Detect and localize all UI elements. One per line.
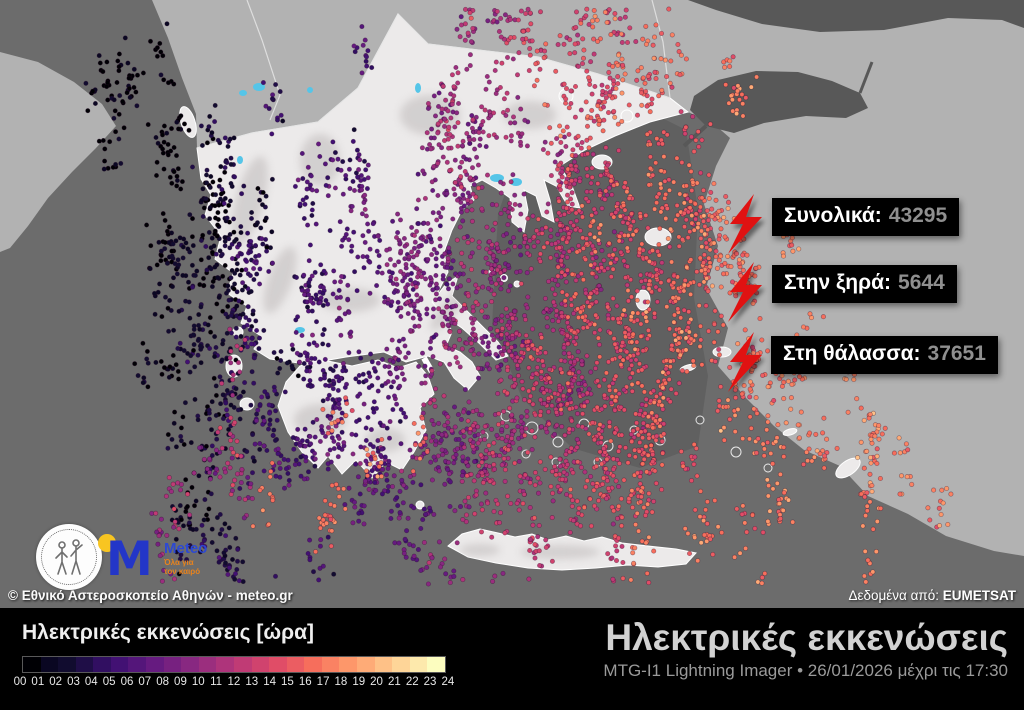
hour-tick-labels: 00 01 02 03 04 05 06 07 08 09 10 11 12 13 14 15 16 17 18 19…	[13, 676, 455, 688]
map-canvas	[0, 0, 1024, 608]
colorbar-segment	[93, 657, 111, 672]
colorbar-segment	[233, 657, 252, 672]
black-sea	[688, 0, 1024, 32]
stat-total: Συνολικά: 43295	[772, 198, 960, 236]
hour-colorbar	[22, 656, 446, 673]
noa-logo	[36, 524, 102, 590]
meteo-tagline: Όλα για τον καιρό	[164, 558, 201, 576]
hour-tick: 04	[84, 676, 98, 688]
hour-tick: 10	[191, 676, 205, 688]
colorbar-segment	[356, 657, 375, 672]
data-source-label: Δεδομένα από:	[848, 588, 939, 603]
colorbar-segment	[58, 657, 76, 672]
colorbar-segment	[374, 657, 393, 672]
hour-tick: 16	[298, 676, 312, 688]
hour-tick: 19	[352, 676, 366, 688]
hour-tick: 03	[67, 676, 80, 688]
hour-tick: 00	[13, 676, 27, 688]
hour-tick: 11	[210, 676, 223, 688]
colorbar-segment	[427, 657, 445, 672]
stat-total-label: Συνολικά:	[784, 204, 882, 227]
hour-tick: 15	[281, 676, 294, 688]
hour-tick: 13	[245, 676, 259, 688]
hour-tick: 02	[49, 676, 63, 688]
hour-tick: 17	[316, 676, 330, 688]
colorbar-segment	[23, 657, 41, 672]
lightning-bolt-icon	[728, 262, 762, 322]
dardanelles-strait	[682, 124, 708, 148]
hour-tick: 18	[334, 676, 348, 688]
noa-seal-figures-icon	[55, 539, 83, 575]
meteo-sun-icon	[98, 534, 116, 552]
hour-tick: 09	[174, 676, 187, 688]
hour-tick: 12	[227, 676, 241, 688]
colorbar-segment	[392, 657, 410, 672]
footer-bar: Ηλεκτρικές εκκενώσεις [ώρα] 00 01 02 03 04 05…	[0, 608, 1024, 710]
hour-tick: 23	[423, 676, 437, 688]
hour-tick: 05	[102, 676, 116, 688]
colorbar-segment	[181, 657, 199, 672]
stat-land-value: 5644	[898, 271, 945, 294]
colorbar-segment	[409, 657, 428, 672]
colorbar-segment	[321, 657, 340, 672]
hour-tick: 06	[120, 676, 134, 688]
lakes	[237, 83, 522, 333]
bosphorus-strait	[858, 61, 874, 94]
italy-land	[0, 52, 116, 252]
colorbar-segment	[216, 657, 234, 672]
colorbar-segment	[269, 657, 287, 672]
colorbar-segment	[128, 657, 147, 672]
data-source-value: EUMETSAT	[942, 588, 1016, 603]
lightning-dots-layer	[83, 6, 954, 587]
noa-seal-ring	[41, 529, 97, 585]
hour-tick: 22	[405, 676, 419, 688]
lightning-bolt-icon	[728, 194, 762, 254]
colorbar-segment	[198, 657, 217, 672]
meteo-m-icon: M	[106, 532, 153, 587]
lightning-bolt-icon	[728, 332, 762, 392]
data-source-attribution: Δεδομένα από: EUMETSAT	[848, 588, 1016, 603]
colorbar-segment	[146, 657, 164, 672]
meteo-wordmark: Meteo	[164, 540, 208, 557]
meteo-logo: M Meteo Όλα για τον καιρό	[94, 530, 224, 587]
colorbar-segment	[339, 657, 357, 672]
hour-tick: 24	[441, 676, 455, 688]
hour-tick: 14	[263, 676, 276, 688]
colorbar-segment	[75, 657, 94, 672]
colorbar-segment	[286, 657, 305, 672]
balkan-land	[152, 0, 670, 148]
footer-titles: Ηλεκτρικές εκκενώσεις MTG-I1 Lightning I…	[603, 618, 1008, 681]
stat-sea-value: 37651	[927, 342, 986, 365]
stat-land: Στην ξηρά: 5644	[772, 265, 957, 303]
legend-title: Ηλεκτρικές εκκενώσεις [ώρα]	[22, 621, 314, 644]
colorbar-segment	[251, 657, 270, 672]
stat-sea-label: Στη θάλασσα:	[783, 342, 921, 365]
hour-tick: 21	[387, 676, 401, 688]
copyright-attribution: © Εθνικό Αστεροσκοπείο Αθηνών - meteo.gr	[8, 588, 293, 603]
page-title: Ηλεκτρικές εκκενώσεις	[605, 617, 1008, 658]
colorbar-segment	[163, 657, 182, 672]
stat-sea: Στη θάλασσα: 37651	[771, 336, 998, 374]
stat-total-value: 43295	[888, 204, 948, 227]
stat-land-label: Στην ξηρά:	[784, 271, 892, 294]
hour-tick: 07	[138, 676, 152, 688]
hour-tick: 08	[156, 676, 170, 688]
colorbar-segment	[304, 657, 322, 672]
greece-map-svg	[0, 0, 1024, 608]
hour-tick: 20	[370, 676, 383, 688]
colorbar-segment	[40, 657, 59, 672]
page-subtitle: MTG-I1 Lightning Imager • 26/01/2026 μέχ…	[603, 661, 1008, 680]
colorbar-segment	[110, 657, 129, 672]
hour-tick: 01	[31, 676, 45, 688]
